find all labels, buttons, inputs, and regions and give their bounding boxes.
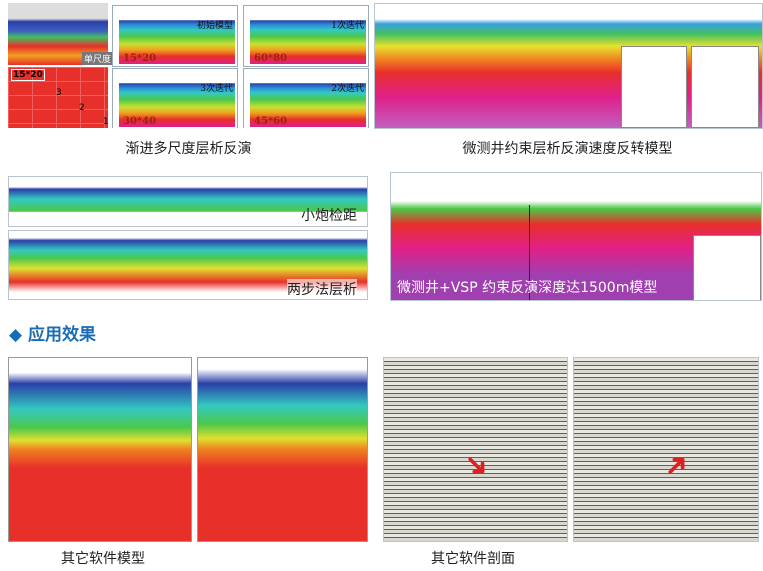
- diamond-bullet-icon: ◆: [9, 325, 28, 345]
- sub-panel-title: 2次迭代: [331, 84, 364, 94]
- other-software-section-1: ➜: [383, 357, 568, 542]
- sub-panel-title: 初始模型: [196, 21, 233, 31]
- section-heading-text: 应用效果: [28, 325, 96, 345]
- vsp-model-figure: 微测井+VSP 约束反演深度达1500m模型: [390, 172, 762, 301]
- well-log-chart: [691, 46, 759, 128]
- grid-number-2: 2: [79, 103, 85, 113]
- other-software-model-1: [8, 357, 192, 542]
- grid-size-label: 15*20: [11, 69, 45, 81]
- sub-panel-title: 3次迭代: [200, 84, 233, 94]
- sub-panel-title: 1次迭代: [331, 21, 364, 31]
- other-section-caption: 其它软件剖面: [431, 551, 515, 567]
- velocity-inversion-caption: 微测井约束层析反演速度反转模型: [462, 141, 673, 157]
- arrow-icon: ➜: [455, 444, 498, 487]
- other-software-section-2: ➜: [573, 357, 759, 542]
- arrow-icon: ➜: [655, 444, 698, 487]
- multiscale-tomography-figure: 单尺度 15*20 3 2 1 初始模型 15*20 1次迭代 60*80 3次…: [8, 3, 369, 128]
- sub-panel-grid: 15*20: [123, 53, 157, 64]
- other-software-model-2: [197, 357, 368, 542]
- well-log-chart: [621, 46, 687, 128]
- sub-panel-grid: 30*40: [123, 116, 157, 127]
- well-line: [529, 205, 530, 300]
- two-step-label: 两步法层析: [287, 279, 357, 299]
- vsp-model-label: 微测井+VSP 约束反演深度达1500m模型: [397, 280, 658, 296]
- short-offset-label: 小炮检距: [301, 208, 357, 224]
- sub-panel-grid: 45*60: [254, 116, 288, 127]
- single-scale-label: 单尺度: [82, 52, 114, 65]
- two-step-figure: 两步法层析: [8, 230, 368, 300]
- grid-number-3: 3: [56, 88, 62, 98]
- other-model-caption: 其它软件模型: [61, 551, 145, 567]
- section-heading: ◆ 应用效果: [9, 320, 96, 345]
- sub-panel-iter2: 2次迭代 45*60: [243, 68, 369, 128]
- multiscale-grid-image: [8, 67, 108, 128]
- sub-panel-iter3: 3次迭代 30*40: [112, 68, 238, 128]
- sub-panel-grid: 60*80: [254, 53, 288, 64]
- grid-number-1: 1: [103, 117, 109, 127]
- velocity-inversion-figure: [374, 3, 763, 129]
- multiscale-caption: 渐进多尺度层析反演: [125, 141, 252, 157]
- sub-panel-initial: 初始模型 15*20: [112, 5, 238, 67]
- well-log-chart: [693, 235, 761, 300]
- sub-panel-iter1: 1次迭代 60*80: [243, 5, 369, 67]
- short-offset-figure: 小炮检距: [8, 176, 368, 227]
